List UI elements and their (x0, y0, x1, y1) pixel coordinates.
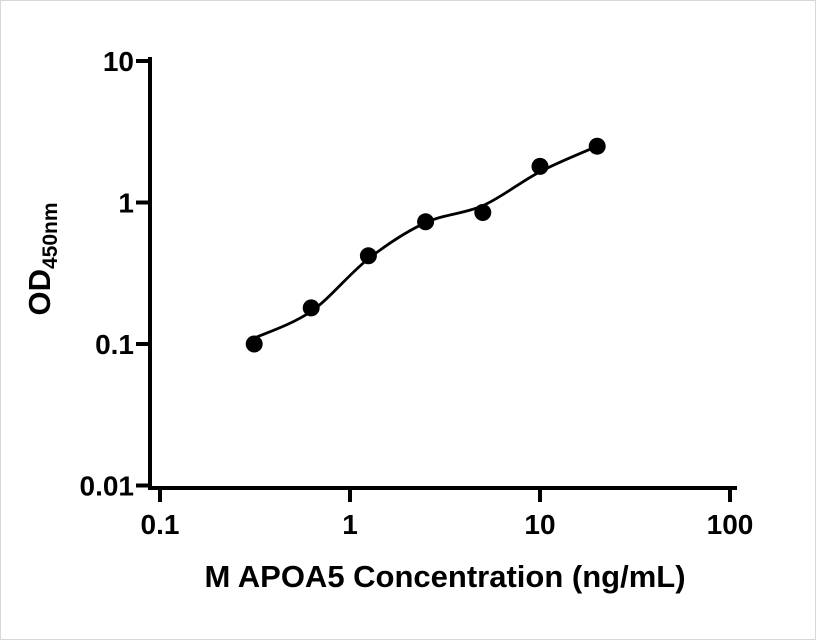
x-tick-label: 1 (342, 509, 358, 540)
x-tick-label: 0.1 (141, 509, 180, 540)
axes (148, 57, 737, 490)
y-tick-label: 10 (103, 46, 134, 77)
y-axis-title-subscript: 450nm (39, 202, 62, 269)
data-point (359, 247, 377, 265)
y-tick-label: 1 (118, 188, 134, 219)
data-point (531, 157, 549, 175)
y-axis-title-main: OD (22, 269, 57, 316)
axis-ticks (136, 59, 732, 502)
y-tick-label: 0.01 (80, 471, 135, 502)
data-points (245, 137, 606, 353)
x-tick-label: 10 (524, 509, 555, 540)
data-point (302, 299, 320, 317)
data-point (245, 335, 263, 353)
data-point (474, 204, 492, 221)
x-axis-title: M APOA5 Concentration (ng/mL) (204, 559, 685, 594)
data-point (417, 213, 435, 231)
y-axis-title: OD450nm (22, 202, 62, 315)
y-tick-label: 0.1 (95, 329, 134, 360)
x-tick-label: 100 (707, 509, 754, 540)
data-point (588, 137, 606, 155)
